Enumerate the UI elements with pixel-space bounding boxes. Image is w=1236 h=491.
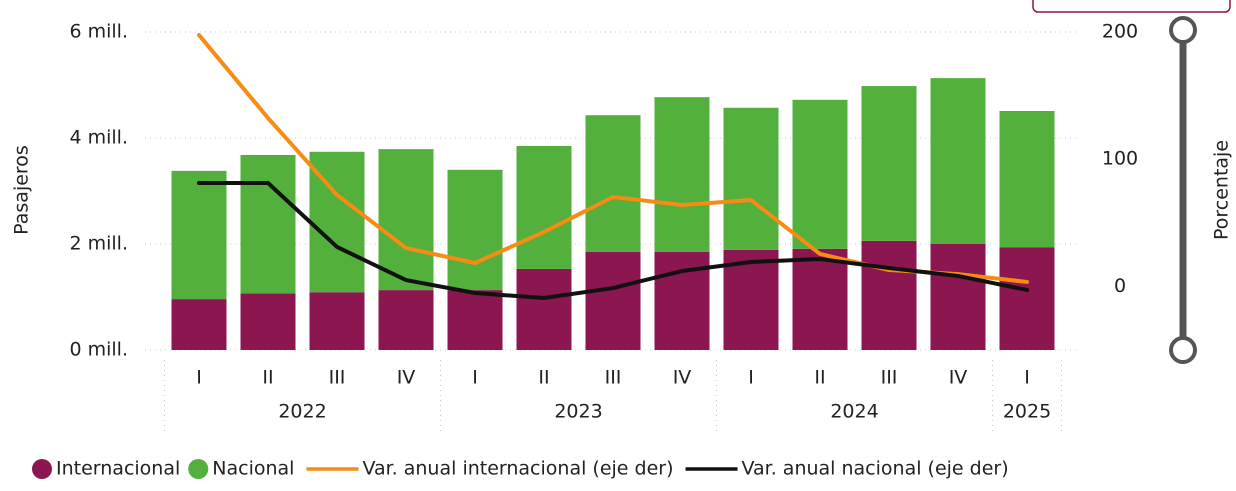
line bbox=[197, 180, 1029, 300]
y-tick-label: 6 mill. bbox=[69, 21, 128, 43]
y-tick-label: 2 mill. bbox=[69, 233, 128, 255]
x-tick-label: III bbox=[329, 367, 346, 389]
legend-label: Internacional bbox=[56, 458, 180, 480]
bar bbox=[654, 97, 710, 252]
y2-tick-label: 0 bbox=[1114, 275, 1126, 297]
line bbox=[197, 33, 1029, 284]
legend-label: Var. anual internacional (eje der) bbox=[362, 458, 673, 480]
legend-marker bbox=[32, 459, 52, 479]
y-axis-title: Pasajeros bbox=[11, 145, 33, 235]
bar bbox=[309, 292, 365, 350]
bar bbox=[240, 154, 296, 294]
bar bbox=[171, 170, 227, 300]
bar bbox=[861, 240, 917, 350]
bar bbox=[447, 290, 503, 350]
x-tick-label: IV bbox=[949, 367, 968, 389]
bar bbox=[999, 110, 1055, 248]
x-tick-label: I bbox=[1024, 367, 1030, 389]
legend-marker bbox=[188, 459, 209, 479]
bar bbox=[516, 268, 572, 350]
y-tick-label: 4 mill. bbox=[69, 127, 128, 149]
bar bbox=[585, 115, 641, 252]
bar bbox=[792, 99, 848, 249]
y2-axis-title: Porcentaje bbox=[1211, 140, 1233, 240]
bar bbox=[861, 86, 917, 241]
bar bbox=[792, 248, 848, 350]
bar bbox=[930, 244, 986, 350]
y2-tick-label: 200 bbox=[1102, 21, 1138, 43]
bar bbox=[723, 107, 779, 250]
x-tick-label: II bbox=[538, 367, 549, 389]
x-group-label: 2023 bbox=[554, 401, 602, 423]
bar bbox=[447, 169, 503, 291]
x-group-label: 2025 bbox=[1003, 401, 1051, 423]
x-tick-label: I bbox=[472, 367, 478, 389]
slider-handle[interactable] bbox=[1169, 336, 1197, 364]
slider-handle[interactable] bbox=[1169, 16, 1197, 44]
bar bbox=[378, 149, 434, 291]
legend-label: Var. anual nacional (eje der) bbox=[742, 458, 1009, 480]
x-tick-label: II bbox=[814, 367, 825, 389]
x-tick-label: I bbox=[748, 367, 754, 389]
bar bbox=[930, 78, 986, 244]
y-tick-label: 0 mill. bbox=[69, 339, 128, 361]
legend-label: Nacional bbox=[212, 458, 294, 480]
x-group-label: 2022 bbox=[278, 401, 326, 423]
bar bbox=[516, 145, 572, 269]
x-tick-label: III bbox=[605, 367, 622, 389]
x-tick-label: II bbox=[262, 367, 273, 389]
bar bbox=[999, 247, 1055, 350]
x-tick-label: I bbox=[196, 367, 202, 389]
bar bbox=[723, 249, 779, 350]
bar bbox=[585, 251, 641, 350]
box-outline bbox=[1032, 0, 1231, 13]
x-tick-label: IV bbox=[397, 367, 416, 389]
bar bbox=[240, 293, 296, 350]
bar bbox=[171, 299, 227, 350]
x-tick-label: III bbox=[881, 367, 898, 389]
x-tick-label: IV bbox=[673, 367, 692, 389]
y2-tick-label: 100 bbox=[1102, 148, 1138, 170]
bar bbox=[378, 290, 434, 350]
x-group-label: 2024 bbox=[830, 401, 878, 423]
